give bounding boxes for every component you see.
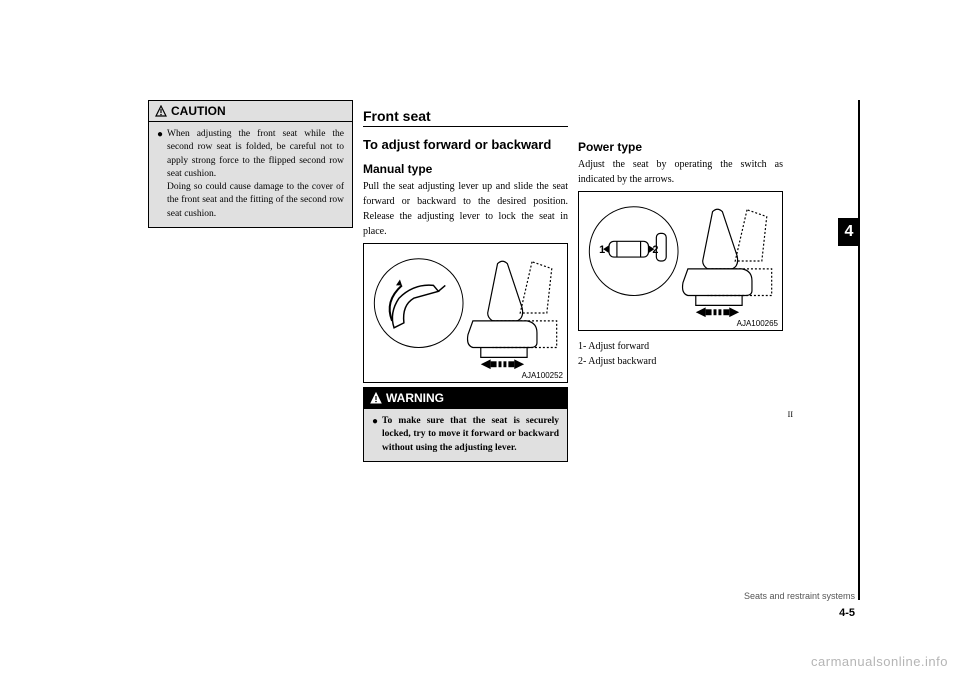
warning-text: To make sure that the seat is securely l… [382,415,559,455]
bullet-icon: ● [372,415,378,455]
legend-1: 1- Adjust forward [578,339,783,354]
chapter-tab: 4 [838,218,860,246]
legend-2: 2- Adjust backward [578,354,783,369]
manual-type-title: Manual type [363,162,568,176]
warning-triangle-icon [370,392,382,404]
figure-code-2: AJA100265 [737,319,778,328]
bullet-icon: ● [157,128,163,221]
caution-title: CAUTION [171,104,226,118]
power-type-title: Power type [578,140,783,154]
manual-type-text: Pull the seat adjusting lever up and sli… [363,179,568,239]
warning-header: WARNING [364,388,567,409]
figure-power-seat: 1 2 AJA100265 [578,191,783,331]
side-bar [858,100,860,600]
column-1: CAUTION ● When adjusting the front seat … [148,100,353,234]
caution-header: CAUTION [149,101,352,122]
column-2: Front seat To adjust forward or backward… [363,100,568,468]
svg-text:2: 2 [652,244,658,256]
warning-triangle-icon [155,105,167,117]
footer-ref: II [788,410,793,419]
warning-box: WARNING ● To make sure that the seat is … [363,387,568,462]
caution-body: ● When adjusting the front seat while th… [149,122,352,227]
page-number: 4-5 [839,607,855,619]
figure-code-1: AJA100252 [522,371,563,380]
section-heading-front-seat: Front seat [363,108,568,127]
watermark: carmanualsonline.info [811,654,948,669]
footer-section-title: Seats and restraint systems [744,591,855,601]
caution-box: CAUTION ● When adjusting the front seat … [148,100,353,228]
warning-title: WARNING [386,391,444,405]
figure-manual-seat: AJA100252 [363,243,568,383]
column-3: Power type Adjust the seat by operating … [578,100,783,369]
page-content: CAUTION ● When adjusting the front seat … [148,100,798,600]
warning-body: ● To make sure that the seat is securely… [364,409,567,461]
svg-text:1: 1 [599,244,605,256]
caution-text: When adjusting the front seat while the … [167,128,344,221]
subheading-adjust: To adjust forward or backward [363,137,568,152]
power-type-text: Adjust the seat by operating the switch … [578,157,783,187]
